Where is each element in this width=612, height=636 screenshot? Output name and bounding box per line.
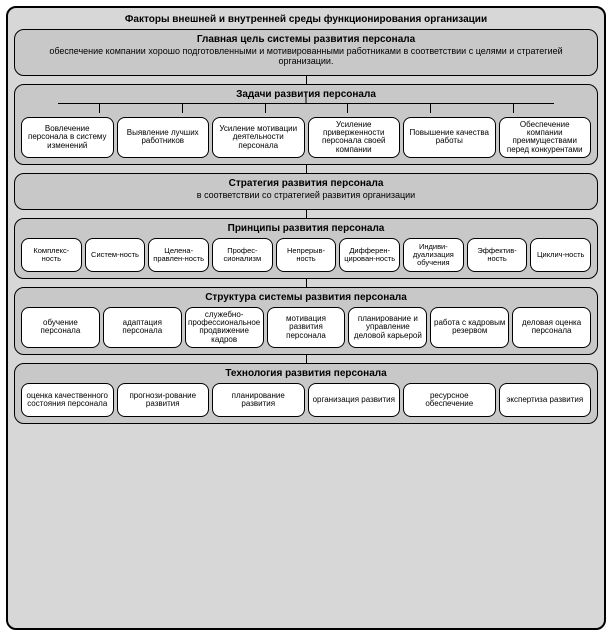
item-box: адаптация персонала bbox=[103, 307, 182, 349]
item-box: оценка качественного состояния персонала bbox=[21, 383, 114, 417]
item-box: мотивация развития персонала bbox=[267, 307, 346, 349]
item-box: Систем-ность bbox=[85, 238, 146, 272]
block-principles: Принципы развития персонала Комплекс-ност… bbox=[14, 218, 598, 279]
item-box: Эффектив-ность bbox=[467, 238, 528, 272]
item-box: Вовлечение персонала в систему изменений bbox=[21, 117, 114, 159]
outer-title: Факторы внешней и внутренней среды функц… bbox=[14, 12, 598, 29]
item-box: Выявление лучших работников bbox=[117, 117, 210, 159]
block-goal: Главная цель системы развития персоналао… bbox=[14, 29, 598, 76]
block-strategy: Стратегия развития персоналав соответств… bbox=[14, 173, 598, 209]
item-box: Циклич-ность bbox=[530, 238, 591, 272]
vertical-connector bbox=[14, 355, 598, 363]
bracket-connector bbox=[24, 103, 588, 113]
item-box: прогнози-рование развития bbox=[117, 383, 210, 417]
item-box: Обеспечение компании преимуществами пере… bbox=[499, 117, 592, 159]
block-structure: Структура системы развития персонала обуч… bbox=[14, 287, 598, 356]
block-title: Главная цель системы развития персонала bbox=[21, 34, 591, 45]
item-box: Дифферен-цирован-ность bbox=[339, 238, 400, 272]
item-box: Профес-сионализм bbox=[212, 238, 273, 272]
vertical-connector bbox=[14, 210, 598, 218]
item-box: Комплекс-ность bbox=[21, 238, 82, 272]
vertical-connector bbox=[14, 76, 598, 84]
vertical-connector bbox=[14, 165, 598, 173]
blocks-column: Главная цель системы развития персоналао… bbox=[14, 29, 598, 622]
outer-frame: Факторы внешней и внутренней среды функц… bbox=[6, 6, 606, 630]
item-box: Непрерыв-ность bbox=[276, 238, 337, 272]
block-tasks: Задачи развития персоналаВовлечение перс… bbox=[14, 84, 598, 166]
item-box: Усиление приверженности персонала своей … bbox=[308, 117, 401, 159]
block-title: Технология развития персонала bbox=[21, 368, 591, 379]
item-box: организация развития bbox=[308, 383, 401, 417]
block-technology: Технология развития персонала оценка каче… bbox=[14, 363, 598, 424]
item-box: планирование и управление деловой карьер… bbox=[348, 307, 427, 349]
item-box: работа с кадровым резервом bbox=[430, 307, 509, 349]
block-title: Стратегия развития персонала bbox=[21, 178, 591, 189]
block-subtitle: в соответствии со стратегией развития ор… bbox=[21, 189, 591, 202]
item-box: Индиви-дуализация обучения bbox=[403, 238, 464, 272]
item-box: служебно-профессиональное продвижение ка… bbox=[185, 307, 264, 349]
items-row: оценка качественного состояния персонала… bbox=[21, 383, 591, 417]
block-title: Структура системы развития персонала bbox=[21, 292, 591, 303]
block-subtitle: обеспечение компании хорошо подготовленн… bbox=[21, 45, 591, 69]
item-box: обучение персонала bbox=[21, 307, 100, 349]
items-row: Комплекс-ностьСистем-ностьЦелена-правлен… bbox=[21, 238, 591, 272]
vertical-connector bbox=[14, 279, 598, 287]
item-box: Целена-правлен-ность bbox=[148, 238, 209, 272]
diagram-canvas: Факторы внешней и внутренней среды функц… bbox=[0, 0, 612, 636]
block-title: Принципы развития персонала bbox=[21, 223, 591, 234]
item-box: ресурсное обеспечение bbox=[403, 383, 496, 417]
items-row: обучение персоналаадаптация персоналаслу… bbox=[21, 307, 591, 349]
item-box: планирование развития bbox=[212, 383, 305, 417]
item-box: деловая оценка персонала bbox=[512, 307, 591, 349]
item-box: экспертиза развития bbox=[499, 383, 592, 417]
item-box: Повышение качества работы bbox=[403, 117, 496, 159]
items-row: Вовлечение персонала в систему изменений… bbox=[21, 117, 591, 159]
item-box: Усиление мотивации деятельности персонал… bbox=[212, 117, 305, 159]
